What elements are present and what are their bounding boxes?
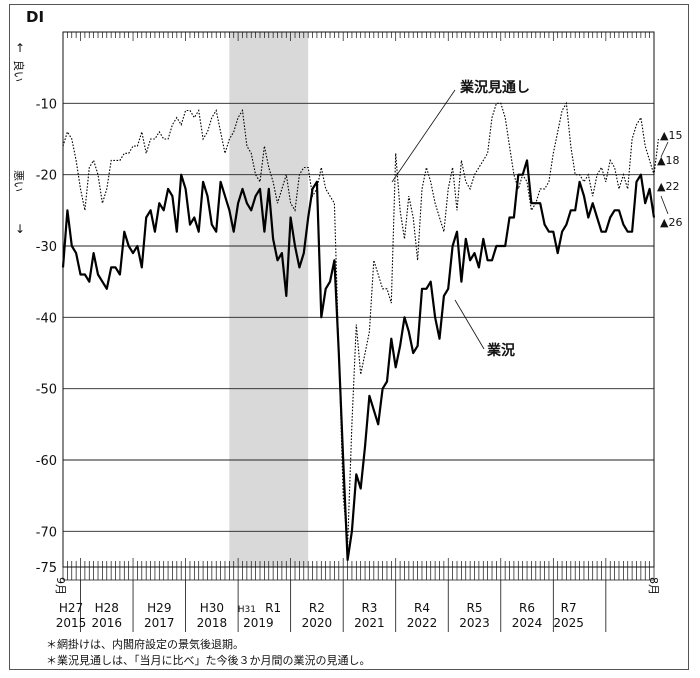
business-series-annotation: 業況 <box>486 342 515 359</box>
era-label: R4 <box>414 601 430 615</box>
forecast-leader-line <box>391 89 456 183</box>
era-label: H29 <box>147 601 171 615</box>
x-axis-month-ticks <box>62 32 655 632</box>
year-label: 2024 <box>512 616 543 630</box>
gridlines <box>63 102 654 532</box>
y-tick-label: -20 <box>36 169 57 184</box>
year-label: 2016 <box>92 616 123 630</box>
era-label: H27 <box>59 601 83 615</box>
year-label: 2022 <box>407 616 438 630</box>
recession-shading <box>229 32 309 567</box>
up-arrow: ↑ <box>15 41 25 55</box>
year-label: 2025 <box>553 616 584 630</box>
down-label: 悪い <box>12 170 25 192</box>
x-start-month-label: 9月 <box>54 577 67 595</box>
y-tick-label: -30 <box>36 240 57 255</box>
year-label: 2018 <box>197 616 228 630</box>
year-label: 2023 <box>459 616 490 630</box>
chart-frame <box>9 4 689 670</box>
end-label-business: ▲26 <box>660 216 682 229</box>
business-leader-line <box>454 299 485 350</box>
x-end-month-label: 8月 <box>647 577 660 595</box>
plot-border <box>62 31 655 568</box>
y-tick-label: -10 <box>36 97 57 112</box>
year-label: 2021 <box>354 616 385 630</box>
year-label: 2015 <box>56 616 87 630</box>
y-axis-tick-labels: -10 -20 -30 -40 -50 -60 -70 -75 <box>36 97 57 576</box>
y-tick-label: -60 <box>36 454 57 469</box>
series-line-forecast <box>62 101 659 546</box>
y-tick-label: -75 <box>36 561 57 576</box>
y-tick-label: -40 <box>36 311 57 326</box>
y-tick-label: -70 <box>36 525 57 540</box>
end-label-forecast: ▲15 <box>660 129 682 142</box>
up-label: 良い <box>12 60 26 82</box>
y-axis-label: DI <box>26 8 44 26</box>
y-tick-label: -50 <box>36 383 57 398</box>
note-shading: ＊網掛けは、内閣府設定の景気後退期。 <box>46 638 244 651</box>
forecast-series-annotation: 業況見通し <box>459 79 530 96</box>
end-label-22: ▲22 <box>657 180 679 193</box>
end-label-18: ▲18 <box>657 154 679 167</box>
era-label: H30 <box>200 601 224 615</box>
end-arrow-2 <box>660 195 669 215</box>
series-lines <box>61 101 659 562</box>
era-label: H31 <box>238 605 256 615</box>
era-label: R5 <box>467 601 483 615</box>
era-label: R2 <box>309 601 325 615</box>
year-label: 2019 <box>243 616 274 630</box>
series-line-business <box>61 159 656 562</box>
year-label: 2017 <box>144 616 175 630</box>
year-label: 2020 <box>302 616 333 630</box>
era-label: H28 <box>95 601 119 615</box>
era-label: R3 <box>361 601 377 615</box>
note-forecast: ＊業況見通しは、「当月に比べ」た今後３か月間の業況の見通し。 <box>46 654 371 667</box>
era-label: R7 <box>561 601 577 615</box>
end-arrow-1 <box>660 141 669 158</box>
down-arrow: ↓ <box>15 222 25 236</box>
era-label: R1 <box>265 601 281 615</box>
era-label: R6 <box>519 601 535 615</box>
